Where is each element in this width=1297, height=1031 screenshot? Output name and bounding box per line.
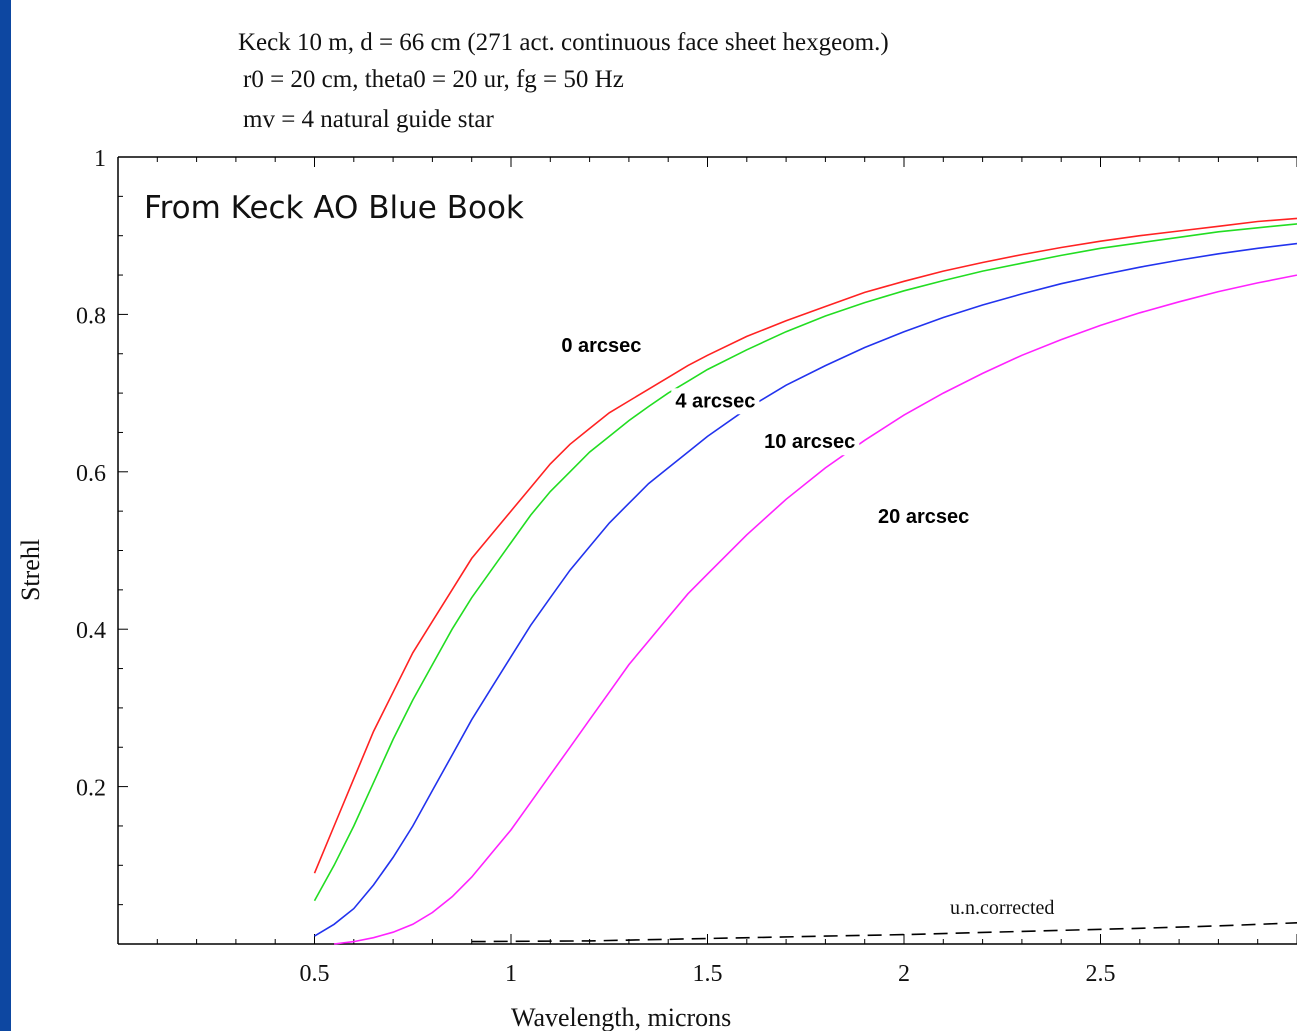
x-tick-label: 1: [505, 961, 517, 987]
series-label: 20 arcsec: [878, 506, 969, 528]
strehl-chart: Keck 10 m, d = 66 cm (271 act. continuou…: [16, 29, 1297, 1031]
blue-book-annotation: From Keck AO Blue Book: [144, 190, 524, 226]
header-line-1: Keck 10 m, d = 66 cm (271 act. continuou…: [238, 29, 889, 56]
axis-ticks: 0.5 1 1.5 2 2.5 0.2 0.4 0.6 0.8 1: [76, 146, 1297, 987]
y-tick-label: 0.8: [76, 303, 106, 329]
series-label: 10 arcsec: [764, 431, 855, 453]
y-axis-label: Strehl: [16, 539, 45, 601]
y-tick-label: 0.6: [76, 461, 106, 487]
x-tick-label: 2.5: [1086, 961, 1116, 987]
x-tick-label: 1.5: [693, 961, 723, 987]
x-tick-label: 0.5: [300, 961, 330, 987]
chart-panel: Keck 10 m, d = 66 cm (271 act. continuou…: [11, 0, 1297, 1031]
series-label: 4 arcsec: [675, 390, 755, 412]
y-tick-label: 0.4: [76, 618, 106, 644]
series-label-background: [874, 503, 974, 530]
series-line-10-arcsec: [314, 242, 1297, 937]
header-line-3: mv = 4 natural guide star: [243, 106, 495, 133]
y-tick-label: 1: [94, 146, 106, 172]
series-label-background: [671, 388, 760, 415]
x-tick-label: 2: [898, 961, 910, 987]
series-line-20-arcsec: [334, 274, 1297, 945]
series-label: 0 arcsec: [561, 335, 641, 357]
plot-axes: [117, 156, 1297, 945]
header-line-2: r0 = 20 cm, theta0 = 20 ur, fg = 50 Hz: [243, 66, 624, 93]
y-tick-label: 0.2: [76, 776, 106, 802]
series-line-0-arcsec: [313, 217, 1297, 874]
series-label-background: [557, 333, 646, 360]
x-axis-label: Wavelength, microns: [511, 1003, 731, 1031]
series-label: u.n.corrected: [950, 897, 1054, 919]
series-label-background: [760, 429, 860, 456]
series-line-4-arcsec: [313, 223, 1297, 902]
series-layer: [313, 217, 1297, 945]
series-line-uncorrected: [471, 922, 1297, 943]
series-labels: 0 arcsec 4 arcsec 10 arcsec 20 arcsec u.n.co…: [557, 333, 1054, 919]
